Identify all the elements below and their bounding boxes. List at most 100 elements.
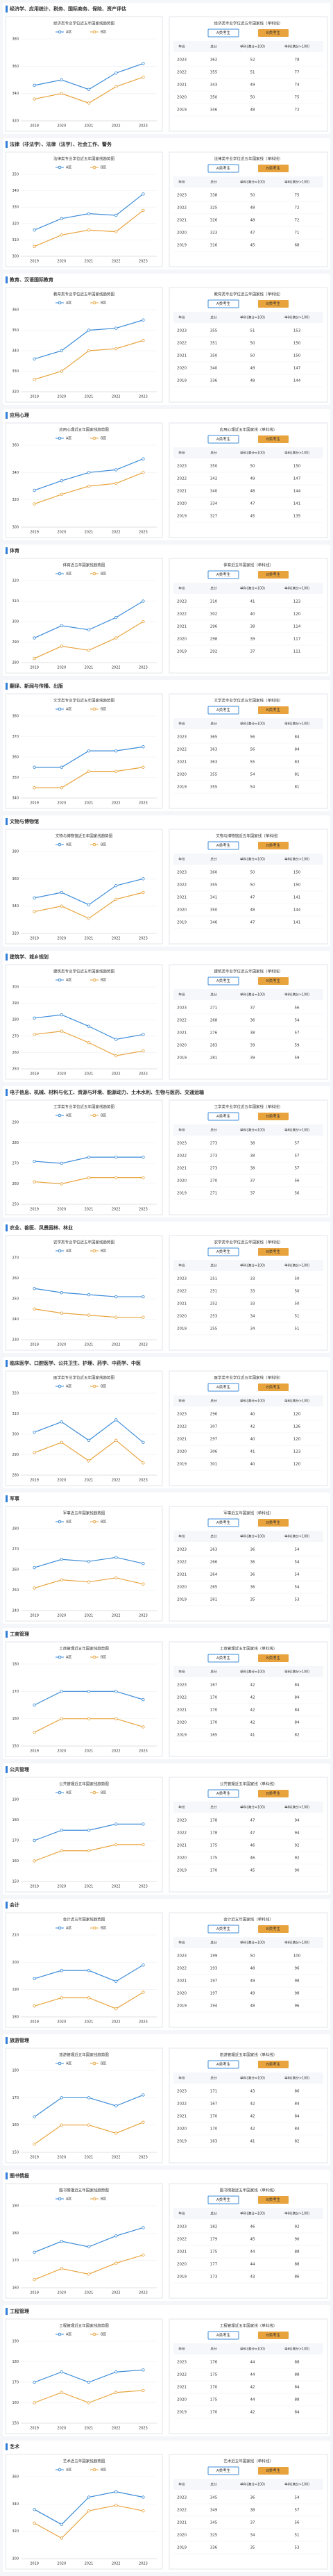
tab-a-label[interactable]: A类考生 [216,2468,231,2473]
tab-b-label[interactable]: B类考生 [266,2197,281,2202]
section-title: 应用心理 [10,412,29,418]
tab-b-label[interactable]: B类考生 [266,1926,281,1931]
tab-b[interactable] [258,706,289,714]
data-point [60,217,63,220]
y-tick-label: 300 [12,1433,19,1437]
tab-a-label[interactable]: A类考生 [216,436,231,442]
tab-b[interactable] [258,1383,289,1391]
tab-b[interactable] [258,571,289,579]
tab-b[interactable] [258,29,289,37]
tab-a-label[interactable]: A类考生 [216,2332,231,2338]
table-cell: 50 [250,342,255,346]
tab-a-label[interactable]: A类考生 [216,1655,231,1661]
tab-a[interactable] [207,1654,239,1663]
tab-a[interactable] [207,977,239,986]
tab-a-label[interactable]: A类考生 [216,707,231,713]
tab-b-label[interactable]: B类考生 [266,978,281,983]
tab-a-label[interactable]: A类考生 [216,1926,231,1931]
tab-a[interactable] [207,1247,239,1256]
tab-b[interactable] [258,165,289,172]
tab-b-label[interactable]: B类考生 [266,1384,281,1390]
tab-b-label[interactable]: B类考生 [266,2332,281,2338]
tab-b-label[interactable]: B类考生 [266,1655,281,1661]
table-cell: 307 [210,1425,218,1429]
tab-b-label[interactable]: B类考生 [266,707,281,713]
tab-a-label[interactable]: A类考生 [216,165,231,171]
tab-a-label[interactable]: A类考生 [216,842,231,848]
data-point [114,2234,118,2238]
tab-b[interactable] [258,2467,289,2475]
tab-a[interactable] [207,1112,239,1121]
tab-b[interactable] [258,2196,289,2204]
x-tick-label: 2019 [30,1343,39,1347]
tab-a[interactable] [207,2331,239,2340]
tab-b-label[interactable]: B类考生 [266,572,281,577]
tab-b[interactable] [258,977,289,985]
y-tick-label: 240 [12,1609,19,1613]
tab-a[interactable] [207,299,239,308]
legend-dot [58,2332,62,2336]
chart-title: 公共管理近五年国家线趋势图 [59,1781,109,1787]
tab-a-label[interactable]: A类考生 [216,572,231,577]
tab-b-label[interactable]: B类考生 [266,2061,281,2067]
tab-a[interactable] [207,841,239,850]
tab-a[interactable] [207,1383,239,1392]
tab-a-label[interactable]: A类考生 [216,2061,231,2067]
tab-b[interactable] [258,300,289,308]
tab-a[interactable] [207,2195,239,2204]
tab-b[interactable] [258,1113,289,1120]
table-cell: 54 [295,2496,300,2500]
table-cell: 2020 [177,773,187,777]
tab-a-label[interactable]: A类考生 [216,1790,231,1796]
tab-a-label[interactable]: A类考生 [216,1113,231,1119]
tab-a[interactable] [207,164,239,173]
tab-b-label[interactable]: B类考生 [266,1113,281,1119]
tab-b[interactable] [258,1790,289,1797]
tab-a-label[interactable]: A类考生 [216,30,231,35]
table-panel [169,1099,328,1215]
tab-b-label[interactable]: B类考生 [266,165,281,171]
tab-a[interactable] [207,2466,239,2475]
table-cell: 50 [250,354,255,358]
tab-b-label[interactable]: B类考生 [266,1520,281,1525]
tab-b-label[interactable]: B类考生 [266,2468,281,2473]
table-cell: 2022 [177,1154,187,1158]
tab-a[interactable] [207,1789,239,1798]
table-header: 单科(满分=100) [240,992,265,997]
tab-a-label[interactable]: A类考生 [216,1520,231,1525]
tab-a[interactable] [207,2060,239,2069]
tab-a[interactable] [207,435,239,444]
tab-b[interactable] [258,1519,289,1527]
tab-b[interactable] [258,1654,289,1662]
data-point [142,457,145,460]
tab-b[interactable] [258,2332,289,2339]
tab-a[interactable] [207,1925,239,1934]
tab-b[interactable] [258,435,289,443]
tab-a-label[interactable]: A类考生 [216,1249,231,1254]
tab-a-label[interactable]: A类考生 [216,1384,231,1390]
tab-a[interactable] [207,1518,239,1527]
table-header: 单科(满分=100) [240,2347,265,2352]
tab-b-label[interactable]: B类考生 [266,436,281,442]
tab-a[interactable] [207,28,239,38]
tab-a-label[interactable]: A类考生 [216,301,231,306]
tab-a[interactable] [207,706,239,715]
tab-b[interactable] [258,1925,289,1933]
chart-panel [5,1235,163,1351]
chart-title: 工商管理近五年国家线趋势图 [59,1646,109,1652]
tab-b-label[interactable]: B类考生 [266,1249,281,1254]
tab-b-label[interactable]: B类考生 [266,30,281,35]
tab-a-label[interactable]: A类考生 [216,2197,231,2202]
tab-b[interactable] [258,2061,289,2068]
table-header: 单科(满分>100) [284,992,309,997]
tab-b-label[interactable]: B类考生 [266,842,281,848]
table-cell: 2019 [177,244,187,248]
legend-dot [92,1520,96,1524]
tab-b[interactable] [258,1248,289,1256]
tab-a[interactable] [207,570,239,579]
tab-b[interactable] [258,842,289,849]
tab-b-label[interactable]: B类考生 [266,301,281,306]
tab-b-label[interactable]: B类考生 [266,1790,281,1796]
legend-dot [92,165,96,169]
tab-a-label[interactable]: A类考生 [216,978,231,983]
